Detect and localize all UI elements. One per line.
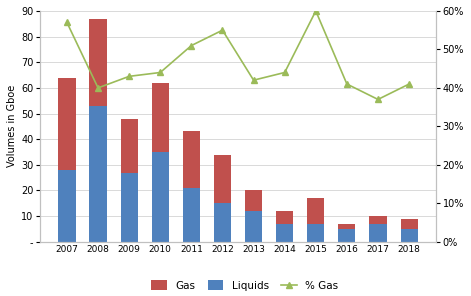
% Gas xyxy=(251,78,256,82)
Bar xyxy=(89,106,106,242)
Bar xyxy=(214,203,231,242)
Bar xyxy=(121,173,138,242)
Bar xyxy=(307,198,325,224)
% Gas xyxy=(282,71,287,74)
% Gas xyxy=(219,28,225,32)
Bar xyxy=(183,131,200,188)
% Gas xyxy=(375,98,381,101)
Bar xyxy=(369,216,387,224)
Line: % Gas: % Gas xyxy=(64,8,412,102)
Bar xyxy=(58,170,75,242)
Bar xyxy=(400,229,418,242)
% Gas xyxy=(64,21,70,24)
Bar xyxy=(307,224,325,242)
% Gas xyxy=(188,44,194,47)
% Gas xyxy=(406,82,412,86)
Bar xyxy=(152,83,169,152)
% Gas xyxy=(95,86,101,90)
Y-axis label: Volumes in Gboe: Volumes in Gboe xyxy=(7,85,17,168)
% Gas xyxy=(157,71,163,74)
Bar xyxy=(276,224,293,242)
Bar xyxy=(152,152,169,242)
% Gas xyxy=(126,75,132,78)
Bar xyxy=(369,224,387,242)
Bar xyxy=(121,119,138,173)
Bar xyxy=(338,224,356,229)
Bar xyxy=(338,229,356,242)
Bar xyxy=(400,219,418,229)
% Gas xyxy=(344,82,349,86)
Bar xyxy=(183,188,200,242)
Bar xyxy=(276,211,293,224)
Bar xyxy=(89,19,106,106)
Bar xyxy=(58,78,75,170)
% Gas xyxy=(313,9,318,13)
Bar xyxy=(214,155,231,203)
Bar xyxy=(245,190,262,211)
Bar xyxy=(245,211,262,242)
Legend: Gas, Liquids, % Gas: Gas, Liquids, % Gas xyxy=(148,277,341,294)
